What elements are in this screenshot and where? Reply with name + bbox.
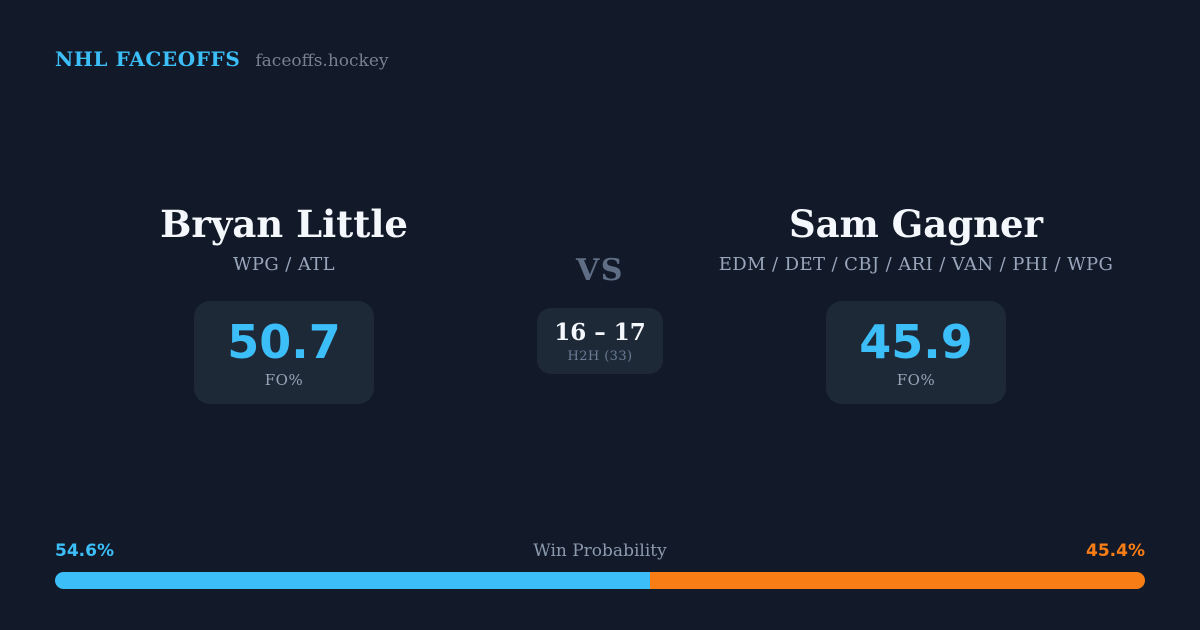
brand-logo-text: NHL FACEOFFS bbox=[55, 47, 241, 71]
h2h-box: 16 – 17 H2H (33) bbox=[537, 308, 663, 374]
player-teams-right: EDM / DET / CBJ / ARI / VAN / PHI / WPG bbox=[718, 253, 1114, 275]
win-probability-bar bbox=[55, 572, 1145, 589]
fo-value-right: 45.9 bbox=[859, 314, 973, 369]
vs-label: VS bbox=[576, 253, 624, 288]
player-teams-left: WPG / ATL bbox=[232, 253, 336, 275]
win-probability-title: Win Probability bbox=[533, 541, 667, 561]
fo-stat-box-left: 50.7 FO% bbox=[194, 300, 374, 404]
player-card-left: Bryan Little WPG / ATL 50.7 FO% bbox=[64, 203, 504, 404]
h2h-label: H2H (33) bbox=[567, 349, 633, 364]
h2h-score: 16 – 17 bbox=[554, 319, 646, 346]
fo-value-left: 50.7 bbox=[227, 314, 341, 369]
win-bar-left-segment bbox=[55, 572, 651, 589]
header: NHL FACEOFFS faceoffs.hockey bbox=[55, 47, 389, 71]
player-name-left: Bryan Little bbox=[160, 202, 408, 246]
fo-stat-box-right: 45.9 FO% bbox=[826, 300, 1006, 404]
player-name-right: Sam Gagner bbox=[788, 202, 1044, 246]
fo-label-left: FO% bbox=[264, 370, 304, 389]
versus-column: VS 16 – 17 H2H (33) bbox=[500, 203, 700, 374]
win-pct-left: 54.6% bbox=[55, 541, 114, 561]
win-bar-right-segment bbox=[650, 572, 1145, 589]
win-probability-section: 54.6% Win Probability 45.4% bbox=[55, 541, 1145, 589]
site-url: faceoffs.hockey bbox=[255, 51, 389, 71]
win-pct-right: 45.4% bbox=[1086, 541, 1145, 561]
win-probability-labels: 54.6% Win Probability 45.4% bbox=[55, 541, 1145, 563]
player-card-right: Sam Gagner EDM / DET / CBJ / ARI / VAN /… bbox=[696, 203, 1136, 404]
fo-label-right: FO% bbox=[896, 370, 936, 389]
